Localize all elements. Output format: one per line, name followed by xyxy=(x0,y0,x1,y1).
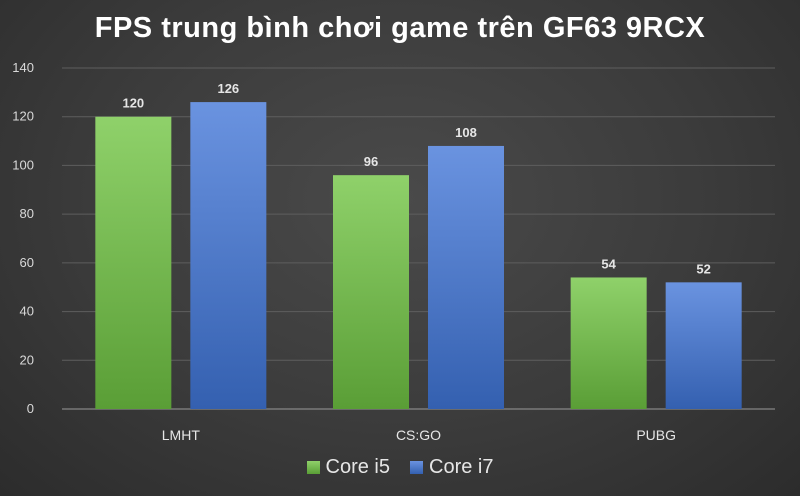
data-label: 52 xyxy=(696,261,710,276)
data-label: 126 xyxy=(217,81,239,96)
x-category-label: CS:GO xyxy=(396,427,441,443)
x-category-label: LMHT xyxy=(162,427,201,443)
y-tick-label: 80 xyxy=(20,206,34,221)
legend-swatch-core-i7 xyxy=(410,461,423,474)
y-tick-label: 0 xyxy=(27,401,34,416)
legend-item-core-i5: Core i5 xyxy=(306,456,390,479)
y-tick-label: 100 xyxy=(12,157,34,172)
y-tick-label: 40 xyxy=(20,304,34,319)
bar xyxy=(95,116,172,409)
data-label: 54 xyxy=(601,256,616,271)
y-tick-label: 60 xyxy=(20,255,34,270)
data-label: 96 xyxy=(364,154,378,169)
y-tick-label: 20 xyxy=(20,352,34,367)
data-label: 120 xyxy=(122,96,144,111)
legend: Core i5 Core i7 xyxy=(0,456,800,479)
chart-title: FPS trung bình chơi game trên GF63 9RCX xyxy=(94,12,706,44)
bar xyxy=(190,102,267,409)
y-tick-label: 120 xyxy=(12,109,34,124)
legend-item-core-i7: Core i7 xyxy=(410,456,493,479)
data-label: 108 xyxy=(455,125,477,140)
bar xyxy=(665,282,742,409)
bar xyxy=(333,175,409,409)
legend-label-core-i7: Core i7 xyxy=(429,456,494,478)
x-category-label: PUBG xyxy=(636,427,676,443)
legend-swatch-core-i5 xyxy=(306,461,320,474)
legend-label-core-i5: Core i5 xyxy=(325,456,390,478)
y-tick-label: 140 xyxy=(12,60,34,75)
bar xyxy=(428,145,504,409)
bar xyxy=(570,277,647,409)
